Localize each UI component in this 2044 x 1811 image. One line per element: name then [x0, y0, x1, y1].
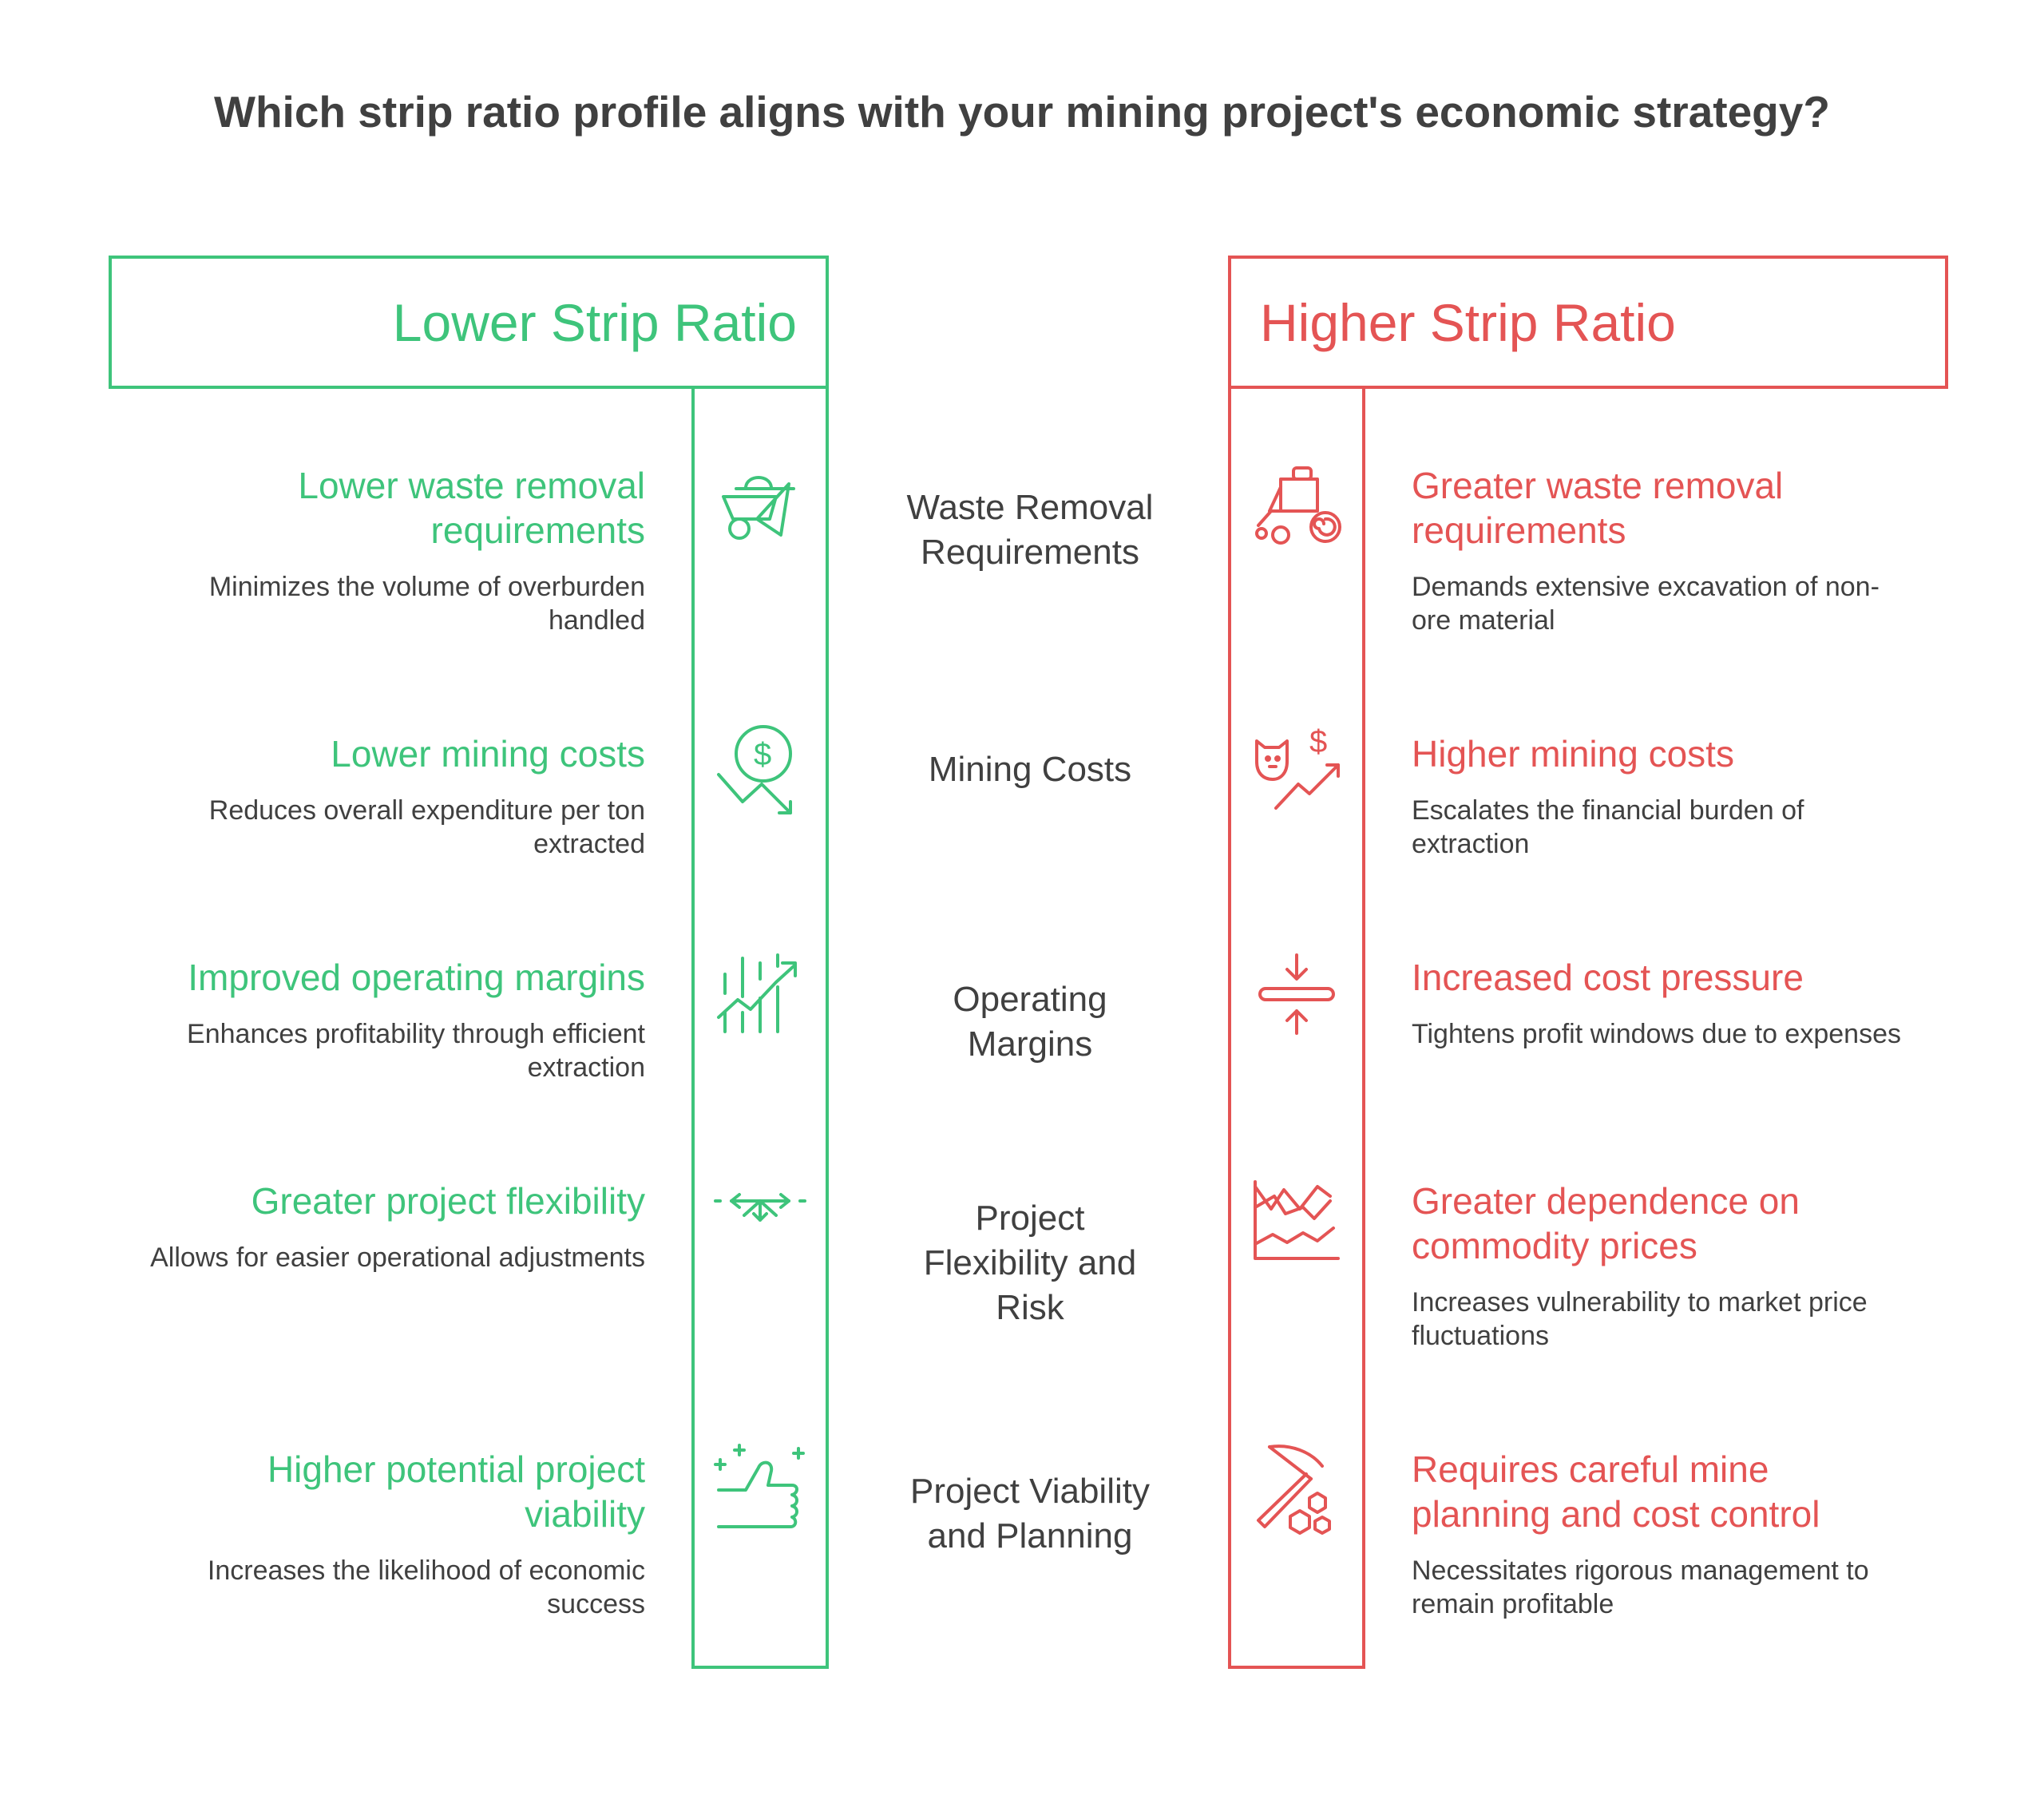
criterion-line: Risk — [996, 1288, 1064, 1327]
criterion-line: Waste Removal — [906, 488, 1154, 527]
right-item-description: Necessitates rigorous management to rema… — [1412, 1555, 1869, 1619]
higher-strip-ratio-column — [1228, 386, 1365, 1669]
right-item-heading: Greater dependence on commodity prices — [1412, 1180, 1800, 1266]
left-item-heading: Lower mining costs — [331, 733, 645, 775]
criterion-line: Requirements — [921, 533, 1139, 572]
svg-text:$: $ — [754, 737, 771, 772]
left-item-description: Increases the likelihood of economic suc… — [207, 1555, 645, 1619]
criterion-line: Project — [975, 1199, 1085, 1238]
right-item-heading: Increased cost pressure — [1412, 957, 1804, 998]
left-item: Higher potential project viability Incre… — [150, 1447, 645, 1621]
criterion-line: Project Viability — [910, 1472, 1150, 1511]
right-item-description: Increases vulnerability to market price … — [1412, 1287, 1868, 1351]
right-item: Requires careful mine planning and cost … — [1412, 1447, 1907, 1621]
left-item-heading: Greater project flexibility — [251, 1180, 645, 1222]
criterion-line: Mining Costs — [928, 750, 1132, 789]
svg-text:$: $ — [1309, 724, 1327, 759]
right-item: Increased cost pressure Tightens profit … — [1412, 955, 1907, 1051]
right-item-heading: Greater waste removal requirements — [1412, 465, 1784, 551]
left-item-heading: Lower waste removal requirements — [298, 465, 645, 551]
lower-strip-ratio-label: Lower Strip Ratio — [392, 292, 797, 352]
left-item-description: Enhances profitability through efficient… — [187, 1019, 645, 1083]
higher-strip-ratio-label: Higher Strip Ratio — [1260, 292, 1676, 352]
piggy-bank-up-trend-icon: $ — [1249, 723, 1345, 819]
higher-strip-ratio-header: Higher Strip Ratio — [1228, 256, 1948, 389]
right-item-heading: Requires careful mine planning and cost … — [1412, 1448, 1820, 1535]
pickaxe-icon — [1249, 1439, 1345, 1535]
growth-chart-icon — [712, 952, 808, 1048]
criterion-line: Flexibility and — [923, 1243, 1137, 1282]
left-item: Lower waste removal requirements Minimiz… — [150, 463, 645, 637]
lower-strip-ratio-header: Lower Strip Ratio — [109, 256, 829, 389]
compress-icon — [1249, 952, 1345, 1048]
criterion-label: Mining Costs — [886, 747, 1174, 792]
lower-strip-ratio-column — [691, 386, 829, 1669]
wheelbarrow-icon — [712, 463, 808, 559]
left-item-heading: Higher potential project viability — [267, 1448, 645, 1535]
left-item-heading: Improved operating margins — [188, 957, 645, 998]
criterion-label: Waste Removal Requirements — [886, 485, 1174, 575]
left-item: Improved operating margins Enhances prof… — [150, 955, 645, 1084]
criterion-label: Project Flexibility and Risk — [886, 1196, 1174, 1330]
thumbs-up-icon — [712, 1439, 808, 1535]
left-item: Greater project flexibility Allows for e… — [150, 1179, 645, 1274]
right-item: Greater dependence on commodity prices I… — [1412, 1179, 1907, 1353]
right-item-description: Escalates the financial burden of extrac… — [1412, 795, 1804, 859]
criterion-label: Project Viability and Planning — [886, 1469, 1174, 1559]
left-item-description: Allows for easier operational adjustment… — [150, 1242, 645, 1273]
criterion-line: Margins — [967, 1024, 1093, 1064]
dollar-down-trend-icon: $ — [712, 723, 808, 819]
tractor-icon — [1249, 463, 1345, 559]
criterion-line: and Planning — [927, 1516, 1133, 1555]
left-item-description: Reduces overall expenditure per ton extr… — [208, 795, 645, 859]
flexible-arrows-icon — [712, 1175, 808, 1271]
criterion-line: Operating — [953, 980, 1107, 1019]
left-item-description: Minimizes the volume of overburden handl… — [208, 572, 645, 636]
volatile-chart-icon — [1249, 1175, 1345, 1271]
right-item-description: Tightens profit windows due to expenses — [1412, 1019, 1901, 1049]
right-item-heading: Higher mining costs — [1412, 733, 1734, 775]
page-title: Which strip ratio profile aligns with yo… — [214, 87, 1830, 137]
right-item: Higher mining costs Escalates the financ… — [1412, 731, 1907, 861]
right-item-description: Demands extensive excavation of non-ore … — [1412, 572, 1880, 636]
left-item: Lower mining costs Reduces overall expen… — [150, 731, 645, 861]
criterion-label: Operating Margins — [886, 977, 1174, 1067]
right-item: Greater waste removal requirements Deman… — [1412, 463, 1907, 637]
